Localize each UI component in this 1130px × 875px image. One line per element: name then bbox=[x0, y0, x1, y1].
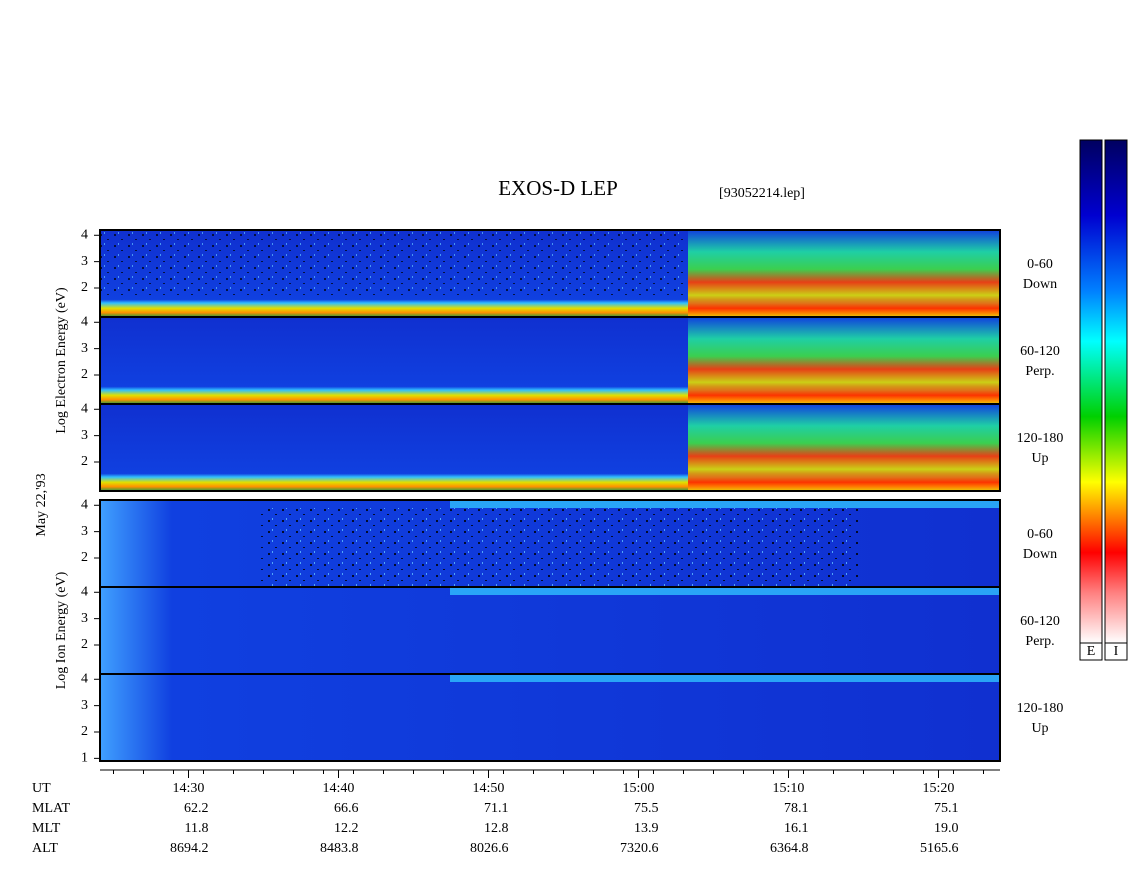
spectrum bbox=[100, 674, 1000, 761]
y-tick-label: 3 bbox=[81, 698, 88, 713]
y-tick-label: 1 bbox=[81, 751, 88, 766]
panel-label: Up bbox=[1031, 721, 1048, 736]
panel-label: 60-120 bbox=[1020, 614, 1060, 629]
x-tick-label: 15:20 bbox=[923, 781, 955, 796]
y-tick-label: 4 bbox=[81, 584, 88, 599]
y-tick-label: 3 bbox=[81, 611, 88, 626]
y-tick-label: 3 bbox=[81, 341, 88, 356]
y-tick-label: 2 bbox=[81, 637, 88, 652]
ephemeris-value: 11.8 bbox=[185, 821, 209, 836]
y-tick-label: 4 bbox=[81, 671, 88, 686]
panel-frame bbox=[99, 403, 1001, 492]
ephemeris-value: 5165.6 bbox=[920, 841, 959, 856]
spectrum bbox=[450, 500, 1000, 508]
y-tick-label: 2 bbox=[81, 550, 88, 565]
ephemeris-value: 78.1 bbox=[784, 801, 809, 816]
ephemeris-name: MLAT bbox=[32, 801, 71, 816]
ephemeris-value: 8694.2 bbox=[170, 841, 209, 856]
chart-subtitle: [93052214.lep] bbox=[719, 186, 805, 201]
ephemeris-value: 6364.8 bbox=[770, 841, 809, 856]
y-tick-label: 4 bbox=[81, 401, 88, 416]
ephemeris-value: 7320.6 bbox=[620, 841, 659, 856]
panel-label: 0-60 bbox=[1027, 257, 1053, 272]
ephemeris-value: 8483.8 bbox=[320, 841, 359, 856]
panel-label: 0-60 bbox=[1027, 527, 1053, 542]
x-tick-label: 14:40 bbox=[323, 781, 355, 796]
ephemeris-value: 13.9 bbox=[634, 821, 659, 836]
y-tick-label: 4 bbox=[81, 314, 88, 329]
y-tick-label: 2 bbox=[81, 454, 88, 469]
y-tick-label: 3 bbox=[81, 254, 88, 269]
x-tick-label: 15:10 bbox=[773, 781, 805, 796]
colorbar-box bbox=[1079, 642, 1103, 661]
spectrum bbox=[688, 230, 1000, 317]
panel-label: Perp. bbox=[1025, 364, 1054, 379]
spectrum bbox=[688, 404, 1000, 491]
panel-label: 60-120 bbox=[1020, 344, 1060, 359]
ephemeris-value: 8026.6 bbox=[470, 841, 509, 856]
date-label: May 22,'93 bbox=[34, 473, 49, 536]
x-tick-label: 15:00 bbox=[623, 781, 655, 796]
y-tick-label: 4 bbox=[81, 497, 88, 512]
y-tick-label: 4 bbox=[81, 227, 88, 242]
panel-label: Down bbox=[1023, 277, 1057, 292]
ephemeris-value: 16.1 bbox=[784, 821, 809, 836]
y-tick-label: 2 bbox=[81, 367, 88, 382]
colorbar-label: E bbox=[1087, 644, 1096, 659]
y-axis-label: Log Electron Energy (eV) bbox=[54, 287, 69, 434]
ephemeris-value: 71.1 bbox=[484, 801, 509, 816]
ephemeris-value: 75.1 bbox=[934, 801, 959, 816]
noise bbox=[100, 230, 688, 296]
panel-frame bbox=[99, 673, 1001, 762]
y-tick-label: 3 bbox=[81, 524, 88, 539]
colorbar bbox=[1104, 139, 1128, 644]
ephemeris-value: 12.8 bbox=[484, 821, 509, 836]
ephemeris-name: MLT bbox=[32, 821, 61, 836]
spectrum bbox=[450, 587, 1000, 595]
panel-label: Down bbox=[1023, 547, 1057, 562]
ephemeris-value: 75.5 bbox=[634, 801, 659, 816]
y-tick-label: 2 bbox=[81, 280, 88, 295]
spectrum bbox=[100, 587, 1000, 674]
colorbar-label: I bbox=[1114, 644, 1119, 659]
x-tick-label: 14:30 bbox=[173, 781, 205, 796]
panel-label: Perp. bbox=[1025, 634, 1054, 649]
panel-label: 120-180 bbox=[1017, 701, 1064, 716]
colorbar bbox=[1079, 139, 1103, 644]
spectrum bbox=[688, 317, 1000, 404]
spectrum bbox=[450, 674, 1000, 682]
x-tick-label: 14:50 bbox=[473, 781, 505, 796]
chart-title: EXOS-D LEP bbox=[498, 176, 618, 200]
ephemeris-value: 19.0 bbox=[934, 821, 959, 836]
ephemeris-value: 66.6 bbox=[334, 801, 359, 816]
panel-label: Up bbox=[1031, 451, 1048, 466]
panel-label: 120-180 bbox=[1017, 431, 1064, 446]
ephemeris-value: 12.2 bbox=[334, 821, 359, 836]
noise bbox=[260, 508, 860, 587]
ephemeris-value: 62.2 bbox=[184, 801, 209, 816]
ephemeris-name: ALT bbox=[32, 841, 58, 856]
colorbar-box bbox=[1104, 642, 1128, 661]
y-tick-label: 2 bbox=[81, 724, 88, 739]
y-tick-label: 3 bbox=[81, 428, 88, 443]
ephemeris-name: UT bbox=[32, 781, 51, 796]
y-axis-label: Log Ion Energy (eV) bbox=[54, 571, 69, 689]
